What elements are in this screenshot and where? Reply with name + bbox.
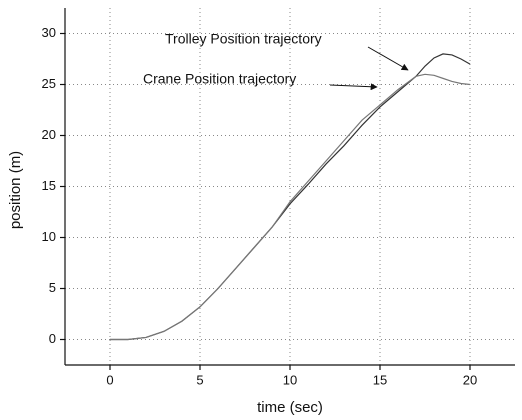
x-tick-label: 15 bbox=[373, 372, 387, 387]
y-tick-label: 25 bbox=[42, 76, 56, 91]
y-tick-label: 10 bbox=[42, 229, 56, 244]
annotation-arrow bbox=[329, 83, 378, 91]
x-tick-label: 10 bbox=[283, 372, 297, 387]
x-tick-label: 0 bbox=[106, 372, 113, 387]
annotation: Crane Position trajectory bbox=[143, 71, 296, 87]
annotation-arrow bbox=[367, 46, 409, 71]
x-tick-label: 20 bbox=[463, 372, 477, 387]
y-tick-label: 0 bbox=[49, 331, 56, 346]
y-tick-label: 5 bbox=[49, 280, 56, 295]
y-axis-label: position (m) bbox=[7, 151, 24, 229]
annotation: Trolley Position trajectory bbox=[165, 31, 322, 47]
y-tick-label: 30 bbox=[42, 25, 56, 40]
y-tick-label: 20 bbox=[42, 127, 56, 142]
y-tick-label: 15 bbox=[42, 178, 56, 193]
series-line bbox=[110, 73, 471, 341]
x-axis-label: time (sec) bbox=[257, 399, 323, 416]
x-tick-label: 5 bbox=[196, 372, 203, 387]
